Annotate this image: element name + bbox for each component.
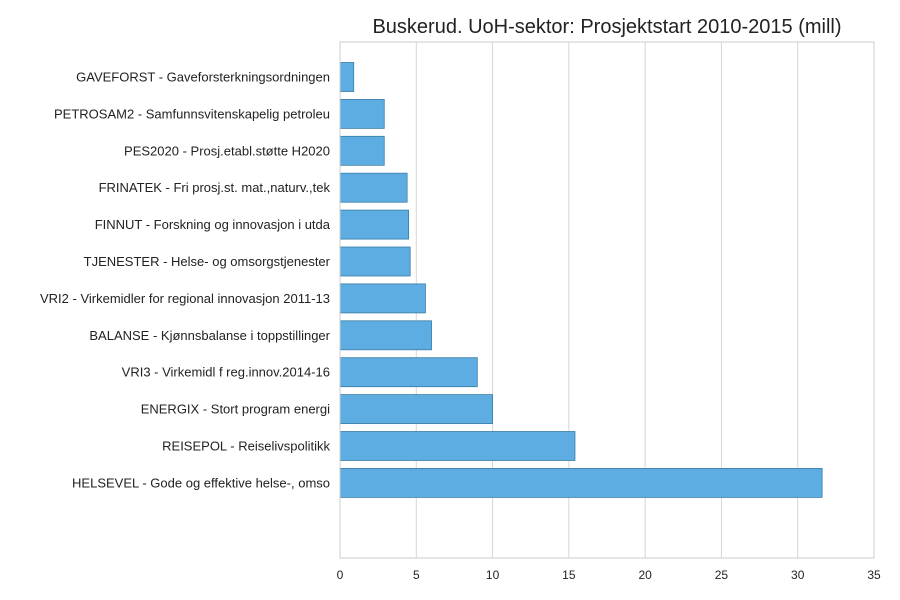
x-tick-label: 35	[867, 568, 881, 582]
x-tick-label: 10	[486, 568, 500, 582]
x-tick-label: 20	[638, 568, 652, 582]
bar	[339, 431, 576, 461]
bar	[339, 62, 355, 92]
category-label: TJENESTER - Helse- og omsorgstjenester	[84, 254, 331, 269]
bar	[339, 320, 432, 351]
x-tick-label: 25	[715, 568, 729, 582]
bar	[339, 357, 478, 388]
category-label: FRINATEK - Fri prosj.st. mat.,naturv.,te…	[99, 180, 331, 195]
category-label: FINNUT - Forskning og innovasjon i utda	[95, 217, 331, 232]
x-tick-label: 15	[562, 568, 576, 582]
bar	[339, 135, 385, 166]
bar	[339, 283, 426, 314]
category-label: HELSEVEL - Gode og effektive helse-, oms…	[72, 475, 330, 490]
plot-frame	[339, 41, 875, 559]
bar	[339, 172, 408, 203]
category-label: ENERGIX - Stort program energi	[141, 402, 330, 417]
x-tick-labels: 0 5 10 15 20 25 30 35	[337, 568, 881, 582]
bar	[339, 209, 410, 240]
category-label: REISEPOL - Reiselivspolitikk	[162, 439, 330, 454]
category-label: BALANSE - Kjønnsbalanse i toppstillinger	[89, 328, 330, 343]
bar	[339, 246, 411, 277]
category-label: GAVEFORST - Gaveforsterkningsordningen	[76, 70, 330, 85]
category-label: PETROSAM2 - Samfunnsvitenskapelig petrol…	[54, 106, 330, 121]
x-tick-label: 0	[337, 568, 344, 582]
bars	[339, 62, 823, 498]
chart-title: Buskerud. UoH-sektor: Prosjektstart 2010…	[372, 16, 841, 38]
category-label: VRI3 - Virkemidl f reg.innov.2014-16	[122, 365, 330, 380]
x-tick-label: 5	[413, 568, 420, 582]
x-tick-label: 30	[791, 568, 805, 582]
category-label: PES2020 - Prosj.etabl.støtte H2020	[124, 143, 330, 158]
bar	[339, 99, 385, 129]
bar	[339, 394, 493, 425]
category-labels: GAVEFORST - Gaveforsterkningsordningen PE…	[40, 70, 331, 491]
category-label: VRI2 - Virkemidler for regional innovasj…	[40, 291, 330, 306]
bar	[339, 467, 823, 498]
